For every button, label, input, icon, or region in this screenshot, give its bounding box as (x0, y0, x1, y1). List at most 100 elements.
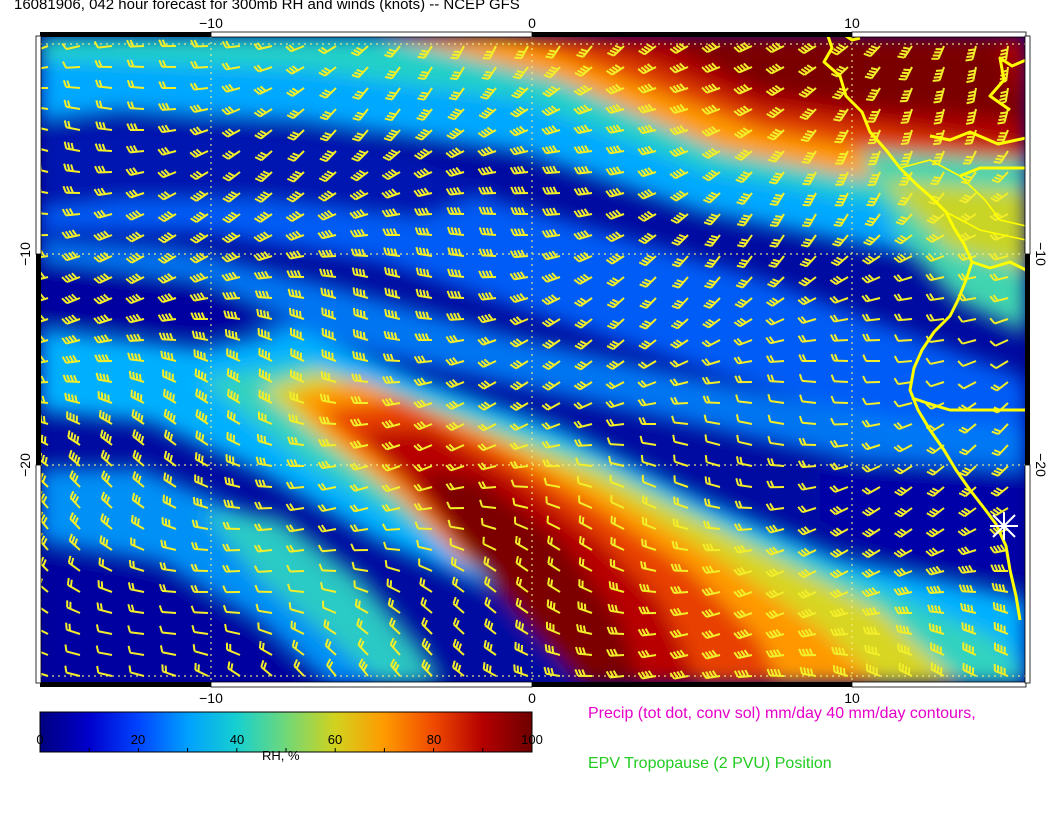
wind-barb (672, 518, 689, 530)
wind-barb (610, 495, 625, 509)
wind-barb (253, 544, 273, 553)
wind-barb (226, 368, 241, 383)
wind-barb (350, 396, 369, 404)
wind-barb (670, 318, 689, 330)
wind-barb (285, 230, 305, 241)
wind-barb (541, 440, 561, 449)
wind-barb (736, 255, 753, 269)
wind-barb (253, 251, 273, 262)
wind-barb (894, 507, 913, 518)
wind-barb (381, 188, 401, 199)
wind-barb (605, 209, 625, 220)
wind-barb (766, 457, 785, 467)
wind-barb (670, 212, 689, 224)
wind-barb (384, 66, 401, 80)
wind-barb (638, 254, 657, 267)
wind-barb (509, 145, 529, 156)
wind-barb (894, 606, 913, 615)
wind-barb (541, 145, 561, 155)
wind-barb (421, 659, 433, 677)
wind-barb (388, 617, 401, 635)
wind-barb (287, 288, 305, 299)
wind-barb (514, 45, 529, 60)
wind-barb (67, 555, 81, 572)
wind-barb (735, 456, 753, 467)
wind-barb (926, 486, 945, 497)
frame-bars (35, 31, 1031, 688)
wind-barb (381, 441, 401, 451)
wind-barb (63, 163, 81, 173)
wind-barb (447, 268, 465, 278)
wind-barb (477, 336, 497, 346)
wind-barb (221, 231, 241, 244)
wind-barb (735, 394, 753, 404)
wind-barb (125, 231, 145, 243)
wind-barb (126, 123, 145, 132)
wind-barb (829, 527, 849, 537)
wind-barb (736, 434, 753, 446)
wind-barb (893, 586, 913, 596)
wind-barb (542, 339, 561, 349)
wind-barb (66, 411, 81, 425)
wind-barb (671, 540, 689, 551)
wind-barb (765, 336, 785, 345)
wind-barb (383, 129, 401, 142)
wind-barb (413, 377, 433, 387)
wind-barb (158, 332, 177, 341)
wind-barb (320, 581, 337, 593)
wind-barb (703, 498, 721, 509)
wind-barb (898, 66, 913, 81)
wind-barb (451, 576, 465, 593)
wind-barb (797, 547, 817, 558)
wind-barb (606, 339, 625, 350)
wind-barb (965, 45, 977, 62)
wind-barb (414, 207, 433, 216)
wind-barb (861, 486, 881, 495)
wind-barb (573, 208, 593, 218)
wind-barb (320, 371, 337, 383)
legend-precip: Precip (tot dot, conv sol) mm/day 40 mm/… (588, 705, 976, 722)
wind-barb (62, 185, 81, 194)
wind-barb (349, 228, 369, 238)
wind-barb (702, 169, 721, 182)
wind-barb (158, 39, 177, 48)
wind-barb (351, 267, 369, 278)
wind-barb (317, 190, 337, 202)
wind-barb (62, 61, 81, 69)
wind-barb (515, 619, 529, 635)
wind-barb (350, 169, 369, 182)
wind-barb (861, 548, 881, 559)
wind-barb (990, 381, 1009, 392)
wind-barb (638, 417, 657, 425)
wind-barb (93, 187, 113, 197)
wind-barb (93, 334, 113, 344)
wind-barb (574, 318, 593, 329)
wind-barb (997, 108, 1009, 125)
wind-barb (605, 400, 625, 409)
wind-barb (477, 462, 497, 471)
wind-barb (829, 462, 849, 471)
wind-barb (733, 566, 753, 576)
wind-barb (991, 171, 1009, 184)
wind-barb (97, 580, 113, 593)
wind-barb (893, 377, 913, 386)
wind-barb (191, 625, 209, 635)
wind-barb (221, 62, 241, 71)
wind-barb (766, 297, 785, 307)
wind-barb (829, 548, 849, 558)
wind-barb (286, 170, 305, 183)
wind-barb (509, 125, 529, 137)
wind-barb (993, 663, 1009, 677)
wind-barb (830, 255, 849, 267)
wind-barb (286, 108, 305, 120)
wind-barb (637, 628, 657, 637)
wind-barb (66, 577, 81, 593)
wind-barb (95, 79, 113, 89)
wind-barb (61, 208, 81, 217)
wind-barb (799, 394, 817, 404)
wind-barb (125, 167, 145, 176)
wind-barb (829, 569, 849, 579)
wind-barb (893, 400, 913, 408)
wind-barb (798, 64, 817, 76)
wind-barb (607, 44, 625, 57)
